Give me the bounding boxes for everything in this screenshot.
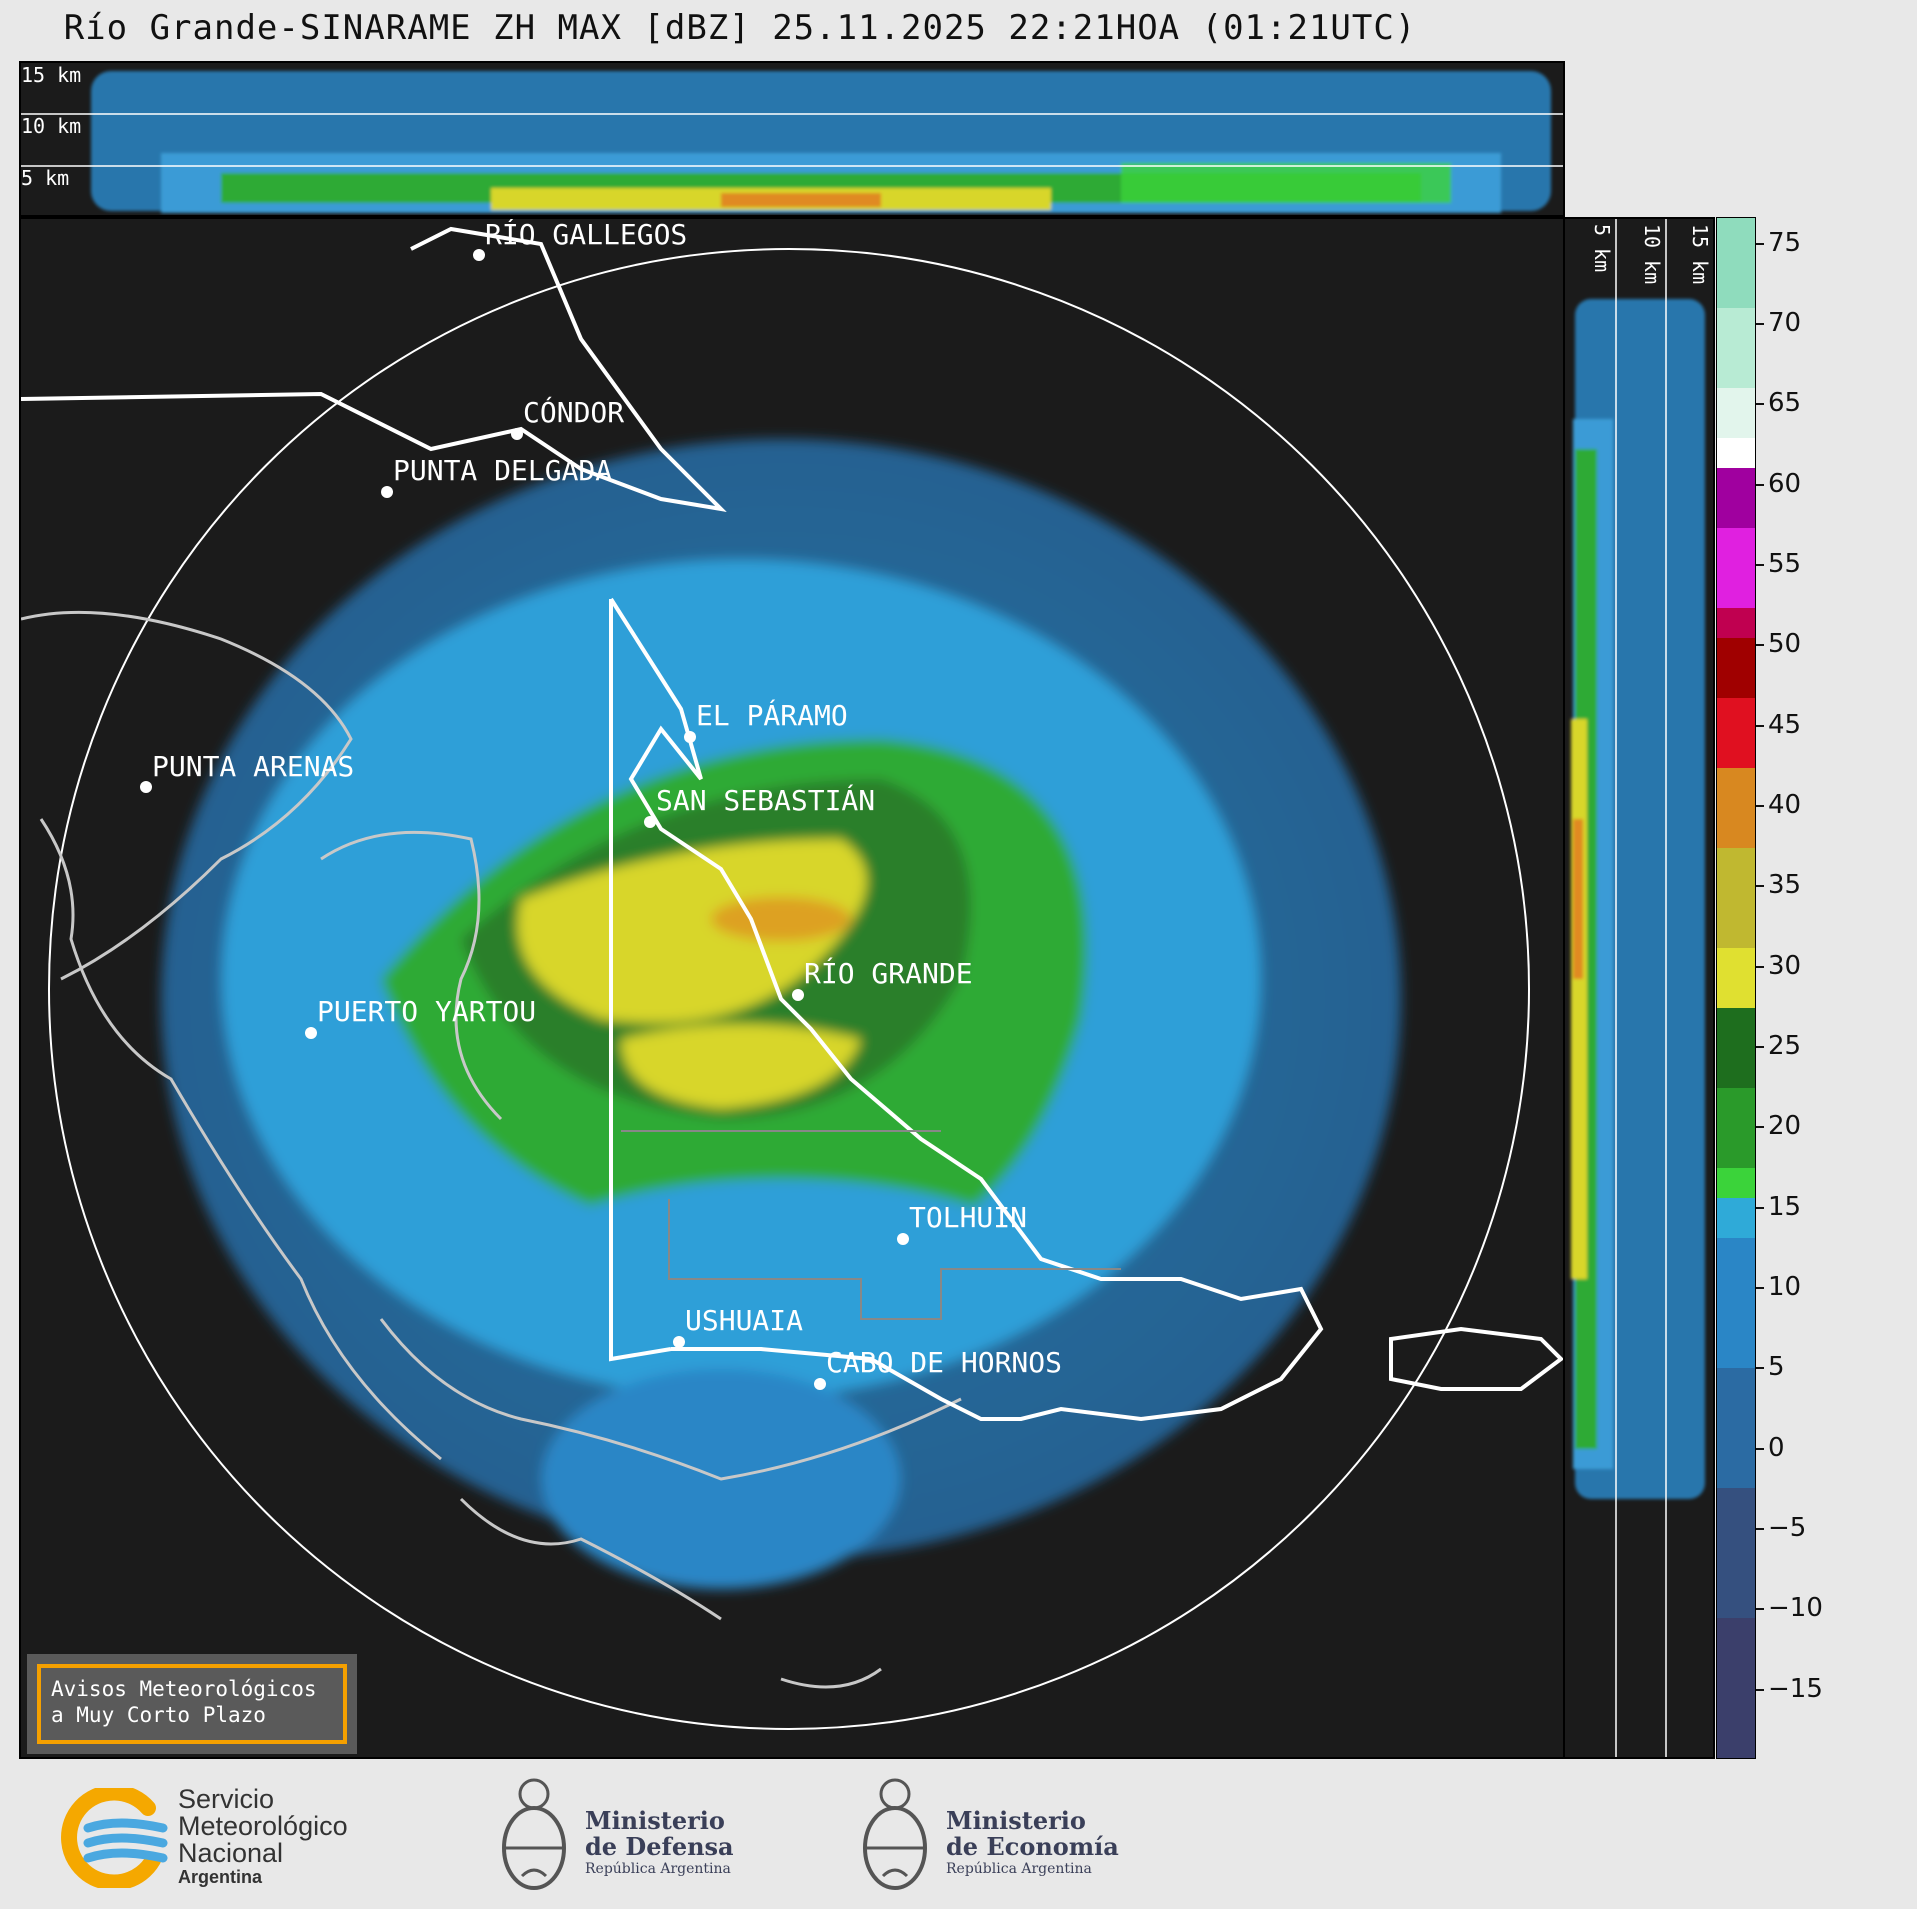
city-label-rio-gallegos: RÍO GALLEGOS xyxy=(485,219,687,251)
colorbar-tick-label: −15 xyxy=(1768,1674,1823,1704)
colorbar-tick-label: −10 xyxy=(1768,1593,1823,1623)
colorbar-tick-label: 70 xyxy=(1768,308,1802,338)
side-cross-section-panel: 5 km 10 km 15 km xyxy=(1565,217,1715,1759)
city-label-el-paramo: EL PÁRAMO xyxy=(696,698,848,732)
colorbar-tick-label: 60 xyxy=(1768,469,1802,499)
city-label-condor: CÓNDOR xyxy=(523,395,624,429)
city-marker xyxy=(140,781,152,793)
dbz-colorbar xyxy=(1716,217,1756,1759)
colorbar-tick-label: 0 xyxy=(1768,1433,1785,1463)
side-alt-label: 10 km xyxy=(1640,224,1664,284)
smn-logo-text: Servicio Meteorológico Nacional Argentin… xyxy=(178,1784,348,1888)
city-labels: RÍO GALLEGOS CÓNDOR PUNTA DELGADA EL PÁR… xyxy=(152,219,1062,1379)
colorbar-tick-label: 10 xyxy=(1768,1272,1802,1302)
city-label-ushuaia: USHUAIA xyxy=(685,1304,803,1337)
radar-map-panel: RÍO GALLEGOS CÓNDOR PUNTA DELGADA EL PÁR… xyxy=(19,217,1565,1759)
colorbar-tick-label: 30 xyxy=(1768,951,1802,981)
smn-line-1: Servicio xyxy=(178,1784,275,1814)
city-marker xyxy=(644,816,656,828)
city-marker xyxy=(814,1378,826,1390)
radar-echo xyxy=(161,439,1401,1589)
colorbar-tick-label: 55 xyxy=(1768,549,1802,579)
smn-line-2: Meteorológico xyxy=(178,1811,348,1841)
city-marker xyxy=(305,1027,317,1039)
city-marker xyxy=(511,428,523,440)
smn-logo-icon xyxy=(61,1788,168,1888)
city-label-puerto-yartou: PUERTO YARTOU xyxy=(317,995,536,1028)
city-label-punta-arenas: PUNTA ARENAS xyxy=(152,750,354,783)
side-alt-label: 5 km xyxy=(1590,224,1614,272)
warning-box: Avisos Meteorológicos a Muy Corto Plazo xyxy=(27,1654,357,1754)
top-alt-label: 15 km xyxy=(21,63,81,87)
boundary-lines xyxy=(21,226,1563,1422)
defensa-line-2: de Defensa xyxy=(585,1832,734,1861)
warning-box-frame: Avisos Meteorológicos a Muy Corto Plazo xyxy=(37,1664,347,1744)
colorbar-tick-label: 40 xyxy=(1768,790,1802,820)
defensa-line-3: República Argentina xyxy=(585,1861,731,1877)
city-label-san-sebastian: SAN SEBASTIÁN xyxy=(656,783,875,817)
coastline xyxy=(21,610,962,1689)
city-marker xyxy=(673,1336,685,1348)
city-label-rio-grande: RÍO GRANDE xyxy=(804,956,973,990)
city-label-punta-delgada: PUNTA DELGADA xyxy=(393,454,612,487)
colorbar-tick-label: −5 xyxy=(1768,1513,1807,1543)
city-marker xyxy=(897,1233,909,1245)
coat-of-arms-icon xyxy=(863,1778,927,1890)
colorbar-tick-label: 65 xyxy=(1768,388,1802,418)
footer-logos: Servicio Meteorológico Nacional Argentin… xyxy=(0,1762,1917,1909)
colorbar-tick-label: 15 xyxy=(1768,1192,1802,1222)
warning-line-1: Avisos Meteorológicos xyxy=(51,1677,317,1701)
top-alt-label: 10 km xyxy=(21,114,81,138)
warning-line-2: a Muy Corto Plazo xyxy=(51,1703,266,1727)
city-marker xyxy=(381,486,393,498)
colorbar-tick-label: 45 xyxy=(1768,710,1802,740)
smn-line-4: Argentina xyxy=(178,1867,263,1887)
colorbar-tick-label: 35 xyxy=(1768,870,1802,900)
city-label-cabo-de-hornos: CABO DE HORNOS xyxy=(826,1346,1062,1379)
colorbar-tick-label: 5 xyxy=(1768,1352,1785,1382)
economia-line-2: de Economía xyxy=(946,1832,1119,1861)
top-cross-section-panel: 15 km 10 km 5 km xyxy=(19,61,1565,217)
colorbar-tick-label: 75 xyxy=(1768,228,1802,258)
coat-of-arms-icon xyxy=(502,1778,566,1890)
city-marker xyxy=(473,249,485,261)
side-section-echo xyxy=(1571,299,1705,1499)
top-section-echo xyxy=(91,71,1551,213)
side-alt-label: 15 km xyxy=(1688,224,1712,284)
economia-line-3: República Argentina xyxy=(946,1861,1092,1877)
city-label-tolhuin: TOLHUIN xyxy=(909,1201,1027,1234)
defensa-logo-text: Ministerio de Defensa República Argentin… xyxy=(585,1808,734,1878)
city-markers xyxy=(140,249,909,1390)
chart-title: Río Grande-SINARAME ZH MAX [dBZ] 25.11.2… xyxy=(63,8,1417,48)
economia-logo-text: Ministerio de Economía República Argenti… xyxy=(946,1808,1119,1878)
colorbar-tick-label: 50 xyxy=(1768,629,1802,659)
defensa-line-1: Ministerio xyxy=(585,1806,725,1835)
smn-line-3: Nacional xyxy=(178,1838,284,1868)
economia-line-1: Ministerio xyxy=(946,1806,1086,1835)
colorbar-tick-label: 25 xyxy=(1768,1031,1802,1061)
colorbar-tick-label: 20 xyxy=(1768,1111,1802,1141)
city-marker xyxy=(792,989,804,1001)
top-alt-label: 5 km xyxy=(21,166,69,190)
range-ring xyxy=(48,248,1530,1730)
city-marker xyxy=(684,731,696,743)
